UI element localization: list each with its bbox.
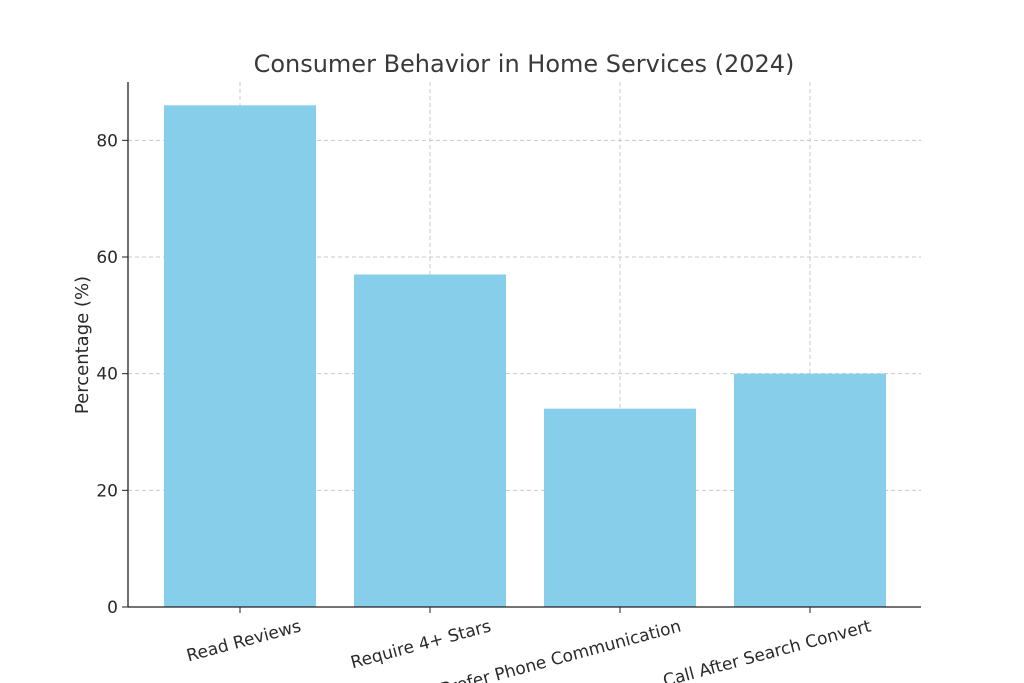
bar xyxy=(734,373,886,607)
y-tick-label: 20 xyxy=(96,481,118,501)
chart-title: Consumer Behavior in Home Services (2024… xyxy=(254,50,795,78)
bar xyxy=(164,105,316,607)
y-tick-label: 60 xyxy=(96,248,118,268)
y-axis-label: Percentage (%) xyxy=(72,276,93,414)
y-tick-label: 40 xyxy=(96,365,118,385)
bar xyxy=(354,274,506,607)
axes xyxy=(127,82,921,608)
x-tick-label: Require 4+ Stars xyxy=(349,616,494,673)
bars xyxy=(164,105,886,607)
y-tick-label: 0 xyxy=(107,598,118,618)
bar xyxy=(544,408,696,607)
x-tick-label: Call After Search Convert xyxy=(661,616,874,683)
y-ticks: 0 20 40 60 80 xyxy=(96,131,128,618)
x-tick-label: Read Reviews xyxy=(184,616,303,666)
y-tick-label: 80 xyxy=(96,131,118,151)
